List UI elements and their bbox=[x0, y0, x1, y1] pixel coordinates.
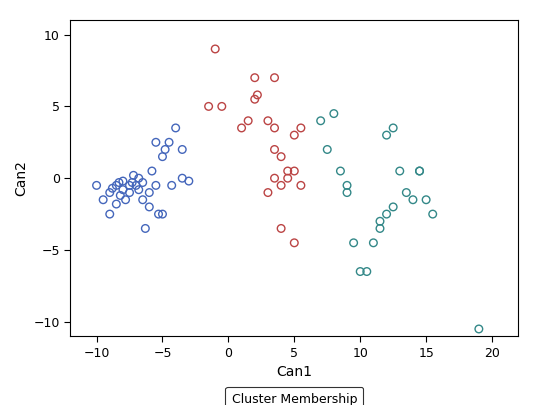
Point bbox=[105, 211, 114, 217]
Point bbox=[296, 182, 305, 189]
Point bbox=[171, 125, 180, 131]
Point bbox=[343, 182, 352, 189]
Point bbox=[251, 75, 259, 81]
Point bbox=[134, 186, 143, 193]
Point bbox=[382, 211, 391, 217]
Point bbox=[422, 196, 430, 203]
Point bbox=[409, 196, 417, 203]
Point bbox=[167, 182, 176, 189]
Point bbox=[237, 125, 246, 131]
Point bbox=[270, 146, 279, 153]
Point bbox=[402, 189, 410, 196]
Point bbox=[178, 175, 187, 181]
Point bbox=[277, 153, 286, 160]
Point bbox=[290, 168, 299, 174]
Point bbox=[270, 125, 279, 131]
Point bbox=[114, 179, 123, 186]
Point bbox=[125, 182, 134, 189]
Point bbox=[270, 75, 279, 81]
Point bbox=[132, 182, 140, 189]
Y-axis label: Can2: Can2 bbox=[14, 160, 28, 196]
Point bbox=[138, 196, 147, 203]
Point bbox=[165, 139, 173, 145]
Point bbox=[244, 117, 253, 124]
Point bbox=[178, 146, 187, 153]
Point bbox=[141, 225, 150, 232]
Point bbox=[112, 182, 120, 189]
Point bbox=[349, 240, 358, 246]
Point bbox=[376, 218, 384, 224]
Point bbox=[119, 186, 127, 193]
Point bbox=[395, 168, 404, 174]
Point bbox=[316, 117, 325, 124]
Point bbox=[92, 182, 101, 189]
Point bbox=[264, 117, 272, 124]
Point bbox=[343, 189, 352, 196]
Point bbox=[112, 201, 120, 207]
Point bbox=[329, 110, 338, 117]
Point bbox=[185, 178, 193, 184]
Point bbox=[129, 172, 138, 179]
Point bbox=[128, 179, 137, 186]
Point bbox=[415, 168, 424, 174]
Point bbox=[277, 182, 286, 189]
Point bbox=[270, 175, 279, 181]
Point bbox=[161, 146, 170, 153]
Point bbox=[362, 268, 371, 275]
Point bbox=[158, 211, 167, 217]
Point bbox=[138, 179, 147, 186]
Point bbox=[145, 189, 153, 196]
Point bbox=[211, 46, 220, 52]
Point bbox=[116, 192, 125, 199]
Point bbox=[105, 189, 114, 196]
Point bbox=[323, 146, 332, 153]
Point bbox=[99, 196, 107, 203]
Point bbox=[253, 92, 262, 98]
Point bbox=[389, 125, 397, 131]
Point bbox=[264, 189, 272, 196]
Point bbox=[108, 185, 117, 192]
Point bbox=[125, 189, 134, 196]
Point bbox=[204, 103, 213, 110]
Point bbox=[134, 175, 143, 181]
Point bbox=[336, 168, 345, 174]
Point bbox=[415, 168, 424, 174]
Point bbox=[376, 225, 384, 232]
Point bbox=[158, 153, 167, 160]
Point bbox=[369, 240, 377, 246]
Point bbox=[475, 326, 483, 332]
Point bbox=[145, 204, 153, 210]
Point bbox=[277, 225, 286, 232]
Point bbox=[382, 132, 391, 139]
Point bbox=[119, 178, 127, 184]
Point bbox=[428, 211, 437, 217]
Point bbox=[154, 211, 163, 217]
Point bbox=[251, 96, 259, 102]
Point bbox=[147, 168, 156, 174]
Point bbox=[296, 125, 305, 131]
X-axis label: Can1: Can1 bbox=[276, 365, 312, 379]
Point bbox=[152, 139, 160, 145]
Point bbox=[284, 175, 292, 181]
Point bbox=[356, 268, 364, 275]
Point bbox=[152, 182, 160, 189]
Point bbox=[122, 196, 130, 203]
Point bbox=[290, 132, 299, 139]
Point bbox=[290, 240, 299, 246]
Point bbox=[218, 103, 226, 110]
Point bbox=[284, 168, 292, 174]
Point bbox=[389, 204, 397, 210]
Legend: 1, 2, 3: 1, 2, 3 bbox=[225, 387, 363, 405]
